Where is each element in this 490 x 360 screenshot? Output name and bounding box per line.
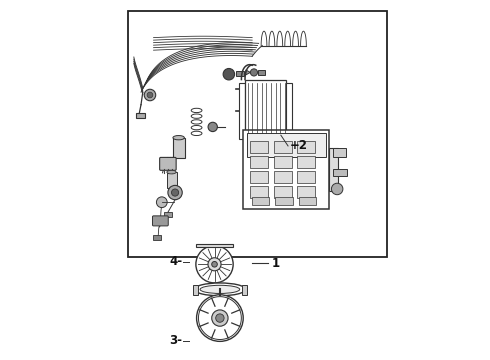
Circle shape (331, 183, 343, 195)
Bar (297, 141, 315, 153)
Text: 4-: 4- (169, 255, 182, 268)
Bar (196, 244, 233, 247)
Circle shape (147, 92, 153, 98)
Bar (258, 70, 265, 75)
Bar (250, 186, 269, 198)
Polygon shape (245, 70, 250, 75)
Bar (274, 141, 292, 153)
Text: +2: +2 (290, 139, 308, 152)
Circle shape (208, 122, 218, 132)
Bar (274, 171, 292, 183)
Circle shape (172, 189, 179, 196)
Bar (297, 186, 315, 198)
Ellipse shape (167, 170, 176, 174)
Bar (297, 171, 315, 183)
Circle shape (212, 310, 228, 326)
Circle shape (168, 185, 182, 200)
Text: 3-: 3- (169, 334, 182, 347)
Bar (329, 148, 338, 191)
Bar (164, 212, 172, 217)
Bar (167, 172, 176, 188)
Circle shape (156, 197, 167, 208)
Text: 1: 1 (271, 257, 279, 270)
Bar (136, 113, 145, 118)
Bar (252, 197, 270, 205)
FancyBboxPatch shape (152, 216, 168, 226)
Circle shape (144, 89, 156, 101)
Bar (243, 130, 329, 209)
Bar (153, 235, 161, 240)
Bar (242, 285, 247, 295)
Bar (275, 197, 293, 205)
Ellipse shape (200, 285, 240, 293)
Circle shape (212, 261, 218, 267)
Bar (236, 71, 244, 76)
Circle shape (250, 69, 258, 76)
Ellipse shape (173, 135, 184, 140)
Bar (274, 186, 292, 198)
Bar (245, 80, 286, 142)
Bar (274, 156, 292, 168)
Bar (297, 156, 315, 168)
Bar (333, 148, 346, 157)
Bar (250, 141, 269, 153)
FancyBboxPatch shape (160, 157, 176, 170)
Circle shape (216, 314, 224, 322)
Bar (173, 138, 185, 158)
Bar (299, 197, 316, 205)
Bar (247, 134, 326, 157)
Circle shape (223, 68, 235, 80)
Bar (193, 285, 198, 295)
Bar (128, 12, 387, 257)
Ellipse shape (194, 283, 245, 296)
Circle shape (208, 258, 221, 271)
Bar (250, 171, 269, 183)
Bar (286, 83, 292, 139)
Bar (250, 156, 269, 168)
Bar (333, 169, 347, 176)
Bar (239, 83, 245, 139)
Circle shape (196, 246, 233, 283)
Circle shape (196, 295, 243, 341)
